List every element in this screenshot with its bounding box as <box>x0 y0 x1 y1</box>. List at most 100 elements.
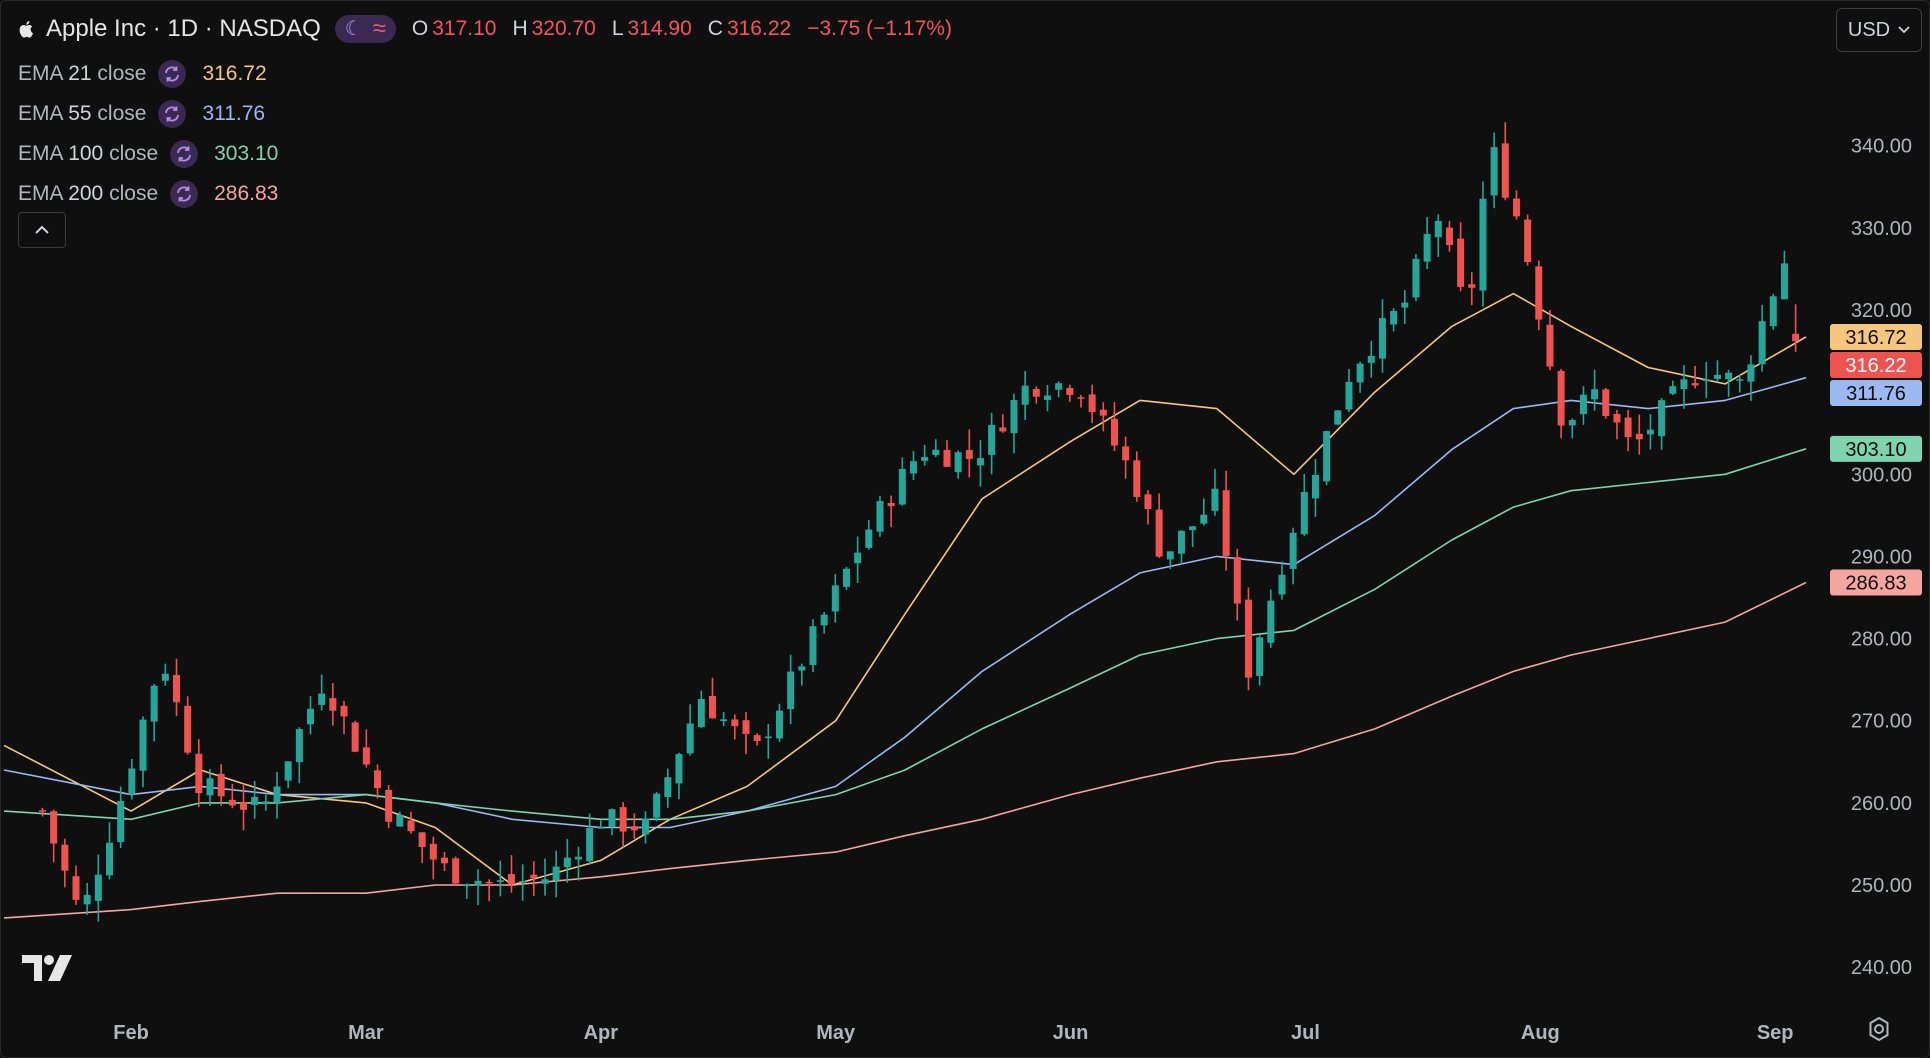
candle[interactable] <box>1256 635 1264 686</box>
legend-ema100[interactable]: EMA 100 close 303.10 <box>18 134 278 174</box>
candle[interactable] <box>764 723 772 759</box>
candle[interactable] <box>586 813 594 865</box>
ema-line[interactable] <box>3 292 1807 886</box>
candle[interactable] <box>184 696 192 755</box>
candle[interactable] <box>1769 293 1777 330</box>
candle[interactable] <box>262 794 270 811</box>
candle[interactable] <box>1110 402 1118 451</box>
candle[interactable] <box>362 729 370 768</box>
candle[interactable] <box>1267 589 1275 648</box>
candle[interactable] <box>842 566 850 590</box>
candle[interactable] <box>898 457 906 506</box>
candle[interactable] <box>530 861 538 896</box>
candle[interactable] <box>1512 190 1520 220</box>
candle[interactable] <box>1401 290 1409 325</box>
candle[interactable] <box>820 611 828 634</box>
candle[interactable] <box>1434 214 1442 257</box>
candle[interactable] <box>1747 355 1755 401</box>
candle[interactable] <box>1702 362 1710 399</box>
candle[interactable] <box>239 783 247 831</box>
candle[interactable] <box>1356 361 1364 393</box>
candle[interactable] <box>1546 310 1554 371</box>
candle[interactable] <box>161 663 169 686</box>
candle[interactable] <box>1189 525 1197 547</box>
candle[interactable] <box>574 846 582 881</box>
candle[interactable] <box>373 764 381 799</box>
ema-line[interactable] <box>3 448 1807 821</box>
candle[interactable] <box>854 536 862 583</box>
candle[interactable] <box>351 720 359 753</box>
candle[interactable] <box>329 683 337 726</box>
candle[interactable] <box>217 764 225 806</box>
candle[interactable] <box>1736 374 1744 393</box>
candle[interactable] <box>675 752 683 800</box>
candle[interactable] <box>697 690 705 728</box>
candle[interactable] <box>485 879 493 902</box>
candle[interactable] <box>117 786 125 849</box>
candle[interactable] <box>641 811 649 844</box>
candle[interactable] <box>407 811 415 834</box>
candle[interactable] <box>597 820 605 829</box>
candle[interactable] <box>1200 498 1208 526</box>
candle[interactable] <box>1233 548 1241 621</box>
legend-ema200[interactable]: EMA 200 close 286.83 <box>18 174 278 214</box>
candle[interactable] <box>1099 402 1107 432</box>
refresh-icon[interactable] <box>158 60 187 88</box>
candle[interactable] <box>1568 418 1576 439</box>
candle[interactable] <box>1088 384 1096 424</box>
candle[interactable] <box>1680 365 1688 409</box>
candle[interactable] <box>742 712 750 755</box>
candle[interactable] <box>1758 304 1766 372</box>
refresh-icon[interactable] <box>158 100 187 128</box>
candle[interactable] <box>831 574 839 623</box>
candle[interactable] <box>1691 365 1699 389</box>
candle[interactable] <box>1177 530 1185 565</box>
symbol-title[interactable]: Apple Inc · 1D · NASDAQ <box>46 15 321 42</box>
candle[interactable] <box>653 791 661 822</box>
candle[interactable] <box>106 822 114 880</box>
candle[interactable] <box>139 716 147 788</box>
candle[interactable] <box>340 700 348 735</box>
candle[interactable] <box>318 674 326 711</box>
candle[interactable] <box>932 439 940 457</box>
candle[interactable] <box>865 520 873 550</box>
candle[interactable] <box>128 758 136 800</box>
currency-select[interactable]: USD <box>1836 8 1922 52</box>
candle[interactable] <box>1423 216 1431 269</box>
candle[interactable] <box>1077 395 1085 408</box>
candle[interactable] <box>1166 551 1174 570</box>
candle[interactable] <box>1725 369 1733 397</box>
candle[interactable] <box>61 838 69 888</box>
candle[interactable] <box>1624 410 1632 452</box>
candle[interactable] <box>1613 409 1621 440</box>
candle[interactable] <box>686 704 694 756</box>
candle[interactable] <box>1591 369 1599 411</box>
candle[interactable] <box>429 836 437 880</box>
candle[interactable] <box>1557 368 1565 439</box>
candle[interactable] <box>1457 222 1465 292</box>
candle[interactable] <box>887 495 895 527</box>
refresh-icon[interactable] <box>170 140 199 168</box>
moon-icon[interactable]: ☾ <box>344 18 363 40</box>
candle[interactable] <box>1289 527 1297 585</box>
candle[interactable] <box>1713 360 1721 381</box>
candle[interactable] <box>1055 381 1063 398</box>
gear-icon[interactable] <box>1866 1016 1892 1042</box>
candle[interactable] <box>787 654 795 725</box>
candle[interactable] <box>976 440 984 487</box>
candle[interactable] <box>496 860 504 897</box>
refresh-icon[interactable] <box>170 180 199 208</box>
candle[interactable] <box>440 852 448 872</box>
candle[interactable] <box>39 807 47 817</box>
candle[interactable] <box>563 838 571 883</box>
candle[interactable] <box>731 714 739 740</box>
candle[interactable] <box>385 785 393 829</box>
candle[interactable] <box>1378 299 1386 373</box>
candle[interactable] <box>474 869 482 906</box>
candle[interactable] <box>1490 132 1498 209</box>
candle[interactable] <box>1524 214 1532 266</box>
candle[interactable] <box>195 739 203 807</box>
tradingview-logo[interactable] <box>22 955 74 983</box>
candle[interactable] <box>664 768 672 808</box>
